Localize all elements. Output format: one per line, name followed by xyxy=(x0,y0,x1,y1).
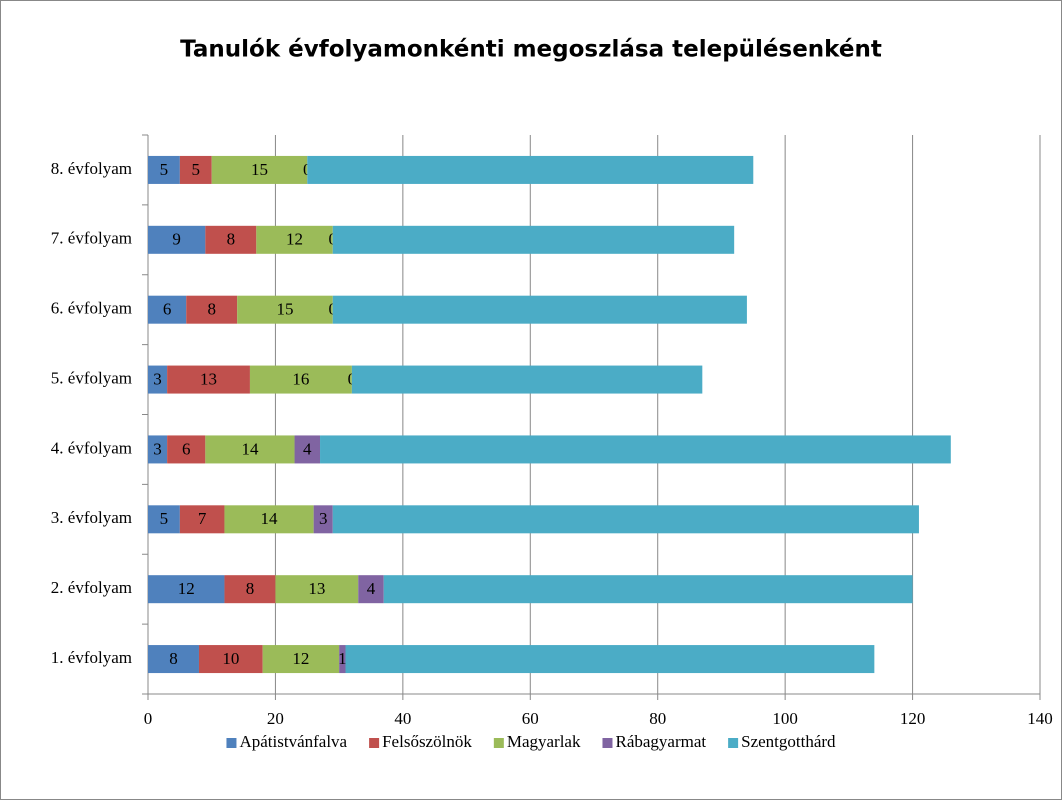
legend: Apátistvánfalva Felsőszölnök Magyarlak Rába… xyxy=(226,732,836,751)
bar-segment xyxy=(167,435,206,464)
data-label: 6 xyxy=(163,300,172,319)
y-tick-label: 5. évfolyam xyxy=(51,368,132,387)
bar-segment xyxy=(256,225,333,254)
data-label: 10 xyxy=(222,649,239,668)
bar-segment xyxy=(339,645,346,674)
data-label: 14 xyxy=(241,439,259,458)
y-tick-label: 8. évfolyam xyxy=(51,159,132,178)
legend-label: Apátistvánfalva xyxy=(239,732,347,751)
x-tick-label: 100 xyxy=(772,709,798,728)
data-label: 13 xyxy=(308,579,325,598)
bar-segment xyxy=(148,505,180,534)
bar-segment xyxy=(294,435,321,464)
bar-segment xyxy=(179,505,225,534)
bar-segment xyxy=(186,295,238,324)
y-tick-label: 7. évfolyam xyxy=(51,229,132,248)
data-label: 4 xyxy=(367,579,376,598)
y-tick-label: 1. évfolyam xyxy=(51,648,132,667)
x-tick-label: 120 xyxy=(900,709,926,728)
legend-swatch xyxy=(728,738,739,748)
legend-label: Magyarlak xyxy=(507,732,581,751)
bar-segment xyxy=(262,645,340,674)
bar-segment xyxy=(205,225,257,254)
bar-segment xyxy=(249,365,352,394)
legend-label: Szentgotthárd xyxy=(741,732,836,751)
legend-swatch xyxy=(493,738,504,748)
data-label: 1 xyxy=(338,649,347,668)
data-label: 5 xyxy=(160,509,169,528)
bar-segment xyxy=(167,365,250,394)
x-tick-label: 60 xyxy=(522,709,539,728)
bar-segment xyxy=(383,575,913,604)
bar-segment xyxy=(307,155,754,184)
data-label: 5 xyxy=(160,160,169,179)
bar-segment xyxy=(148,435,168,464)
data-label: 12 xyxy=(286,230,303,249)
x-tick-label: 140 xyxy=(1027,709,1053,728)
data-label: 7 xyxy=(198,509,207,528)
y-tick-label: 2. évfolyam xyxy=(51,578,132,597)
x-tick-label: 80 xyxy=(649,709,666,728)
bar-segment xyxy=(345,645,875,674)
bar-segment xyxy=(148,155,180,184)
data-label: 8 xyxy=(246,579,255,598)
bar-segment xyxy=(332,295,747,324)
bar-segment xyxy=(313,505,333,534)
data-label: 4 xyxy=(303,439,312,458)
bar-segment xyxy=(198,645,263,674)
bar-segment xyxy=(224,575,276,604)
x-tick-label: 0 xyxy=(144,709,153,728)
data-label: 12 xyxy=(178,579,195,598)
x-tick-label: 40 xyxy=(394,709,411,728)
legend-swatch xyxy=(602,738,613,748)
y-tick-label: 4. évfolyam xyxy=(51,438,132,457)
data-label: 15 xyxy=(276,300,293,319)
bar-segment xyxy=(148,295,187,324)
legend-label: Felsőszölnök xyxy=(382,732,472,751)
bar-segment xyxy=(148,225,206,254)
data-label: 12 xyxy=(292,649,309,668)
data-label: 15 xyxy=(251,160,268,179)
legend-label: Rábagyarmat xyxy=(615,732,706,751)
x-tick-label: 20 xyxy=(267,709,284,728)
bar-segment xyxy=(320,435,951,464)
data-label: 3 xyxy=(153,439,162,458)
bar-segment xyxy=(205,435,295,464)
bar-segment xyxy=(351,365,703,394)
legend-swatch xyxy=(226,738,237,748)
y-tick-label: 3. évfolyam xyxy=(51,508,132,527)
data-label: 8 xyxy=(169,649,178,668)
bar-segment xyxy=(358,575,384,604)
bar-segment xyxy=(237,295,333,324)
bar-segment xyxy=(224,505,314,534)
y-tick-label: 6. évfolyam xyxy=(51,299,132,318)
data-label: 3 xyxy=(319,509,328,528)
bar-segment xyxy=(332,225,735,254)
data-label: 9 xyxy=(172,230,181,249)
bar-segment xyxy=(148,575,225,604)
data-label: 3 xyxy=(153,369,162,388)
data-label: 6 xyxy=(182,439,191,458)
bar-segment xyxy=(332,505,919,534)
bar-segment xyxy=(275,575,359,604)
bar-segment xyxy=(148,365,168,394)
legend-swatch xyxy=(369,738,380,748)
data-label: 16 xyxy=(292,369,309,388)
chart-title: Tanulók évfolyamonkénti megoszlása telep… xyxy=(180,37,882,63)
data-label: 13 xyxy=(200,369,217,388)
bar-segment xyxy=(148,645,199,674)
bar-segment xyxy=(211,155,308,184)
data-label: 8 xyxy=(207,300,216,319)
data-label: 5 xyxy=(192,160,201,179)
data-label: 14 xyxy=(261,509,279,528)
data-label: 8 xyxy=(227,230,236,249)
bar-segment xyxy=(179,155,212,184)
